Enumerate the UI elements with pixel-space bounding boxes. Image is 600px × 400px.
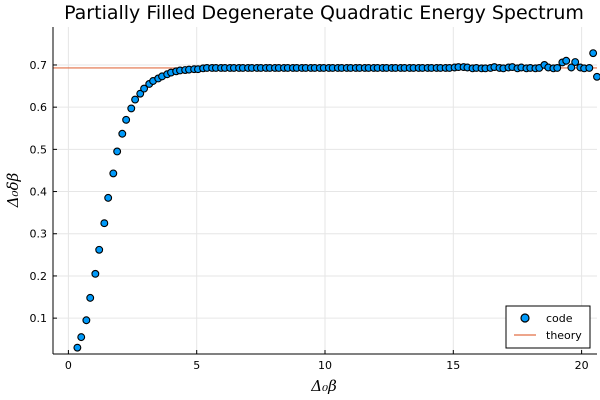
- data-point: [589, 49, 598, 58]
- data-point: [73, 343, 82, 352]
- legend-box: [505, 305, 591, 349]
- data-point: [136, 89, 145, 98]
- y-tick-label: 0.7: [30, 59, 48, 72]
- legend-marker-code: [520, 313, 530, 323]
- data-point: [593, 72, 600, 81]
- x-axis-label: Δ₀β: [310, 377, 337, 395]
- data-point: [95, 245, 104, 254]
- data-point: [127, 104, 136, 113]
- legend-label-code: code: [546, 312, 573, 325]
- data-point: [118, 129, 127, 138]
- legend: code theory: [505, 305, 591, 349]
- legend-label-theory: theory: [546, 329, 582, 342]
- y-tick-label: 0.5: [30, 143, 48, 156]
- y-tick-label: 0.2: [30, 270, 48, 283]
- y-axis-label: Δ₀δβ: [4, 172, 22, 208]
- y-tick-labels: 0.1 0.2 0.3 0.4 0.5 0.6 0.7: [30, 59, 48, 325]
- chart-title: Partially Filled Degenerate Quadratic En…: [64, 2, 584, 24]
- y-tick-label: 0.3: [30, 228, 48, 241]
- grid-lines: [53, 27, 597, 354]
- data-point: [86, 293, 95, 302]
- x-tick-label: 15: [446, 359, 460, 372]
- data-point: [100, 219, 109, 228]
- data-point: [562, 56, 571, 65]
- axes: [52, 27, 597, 355]
- x-tick-label: 20: [575, 359, 589, 372]
- data-point: [571, 58, 580, 66]
- data-point: [77, 333, 86, 342]
- data-point: [140, 84, 149, 93]
- y-tick-label: 0.1: [30, 312, 48, 325]
- y-tick-label: 0.6: [30, 101, 48, 114]
- x-tick-label: 10: [318, 359, 332, 372]
- code-series: [73, 49, 600, 352]
- data-point: [113, 147, 122, 156]
- data-point: [553, 63, 562, 72]
- x-tick-labels: 0 5 10 15 20: [65, 359, 589, 372]
- data-point: [109, 169, 118, 178]
- x-tick-label: 0: [65, 359, 72, 372]
- data-point: [104, 193, 113, 202]
- data-point: [585, 63, 594, 72]
- y-tick-label: 0.4: [30, 186, 48, 199]
- data-point: [567, 63, 576, 72]
- data-point: [122, 115, 131, 124]
- x-tick-label: 5: [193, 359, 200, 372]
- data-point: [82, 316, 91, 325]
- data-point: [131, 95, 140, 104]
- data-point: [91, 269, 100, 278]
